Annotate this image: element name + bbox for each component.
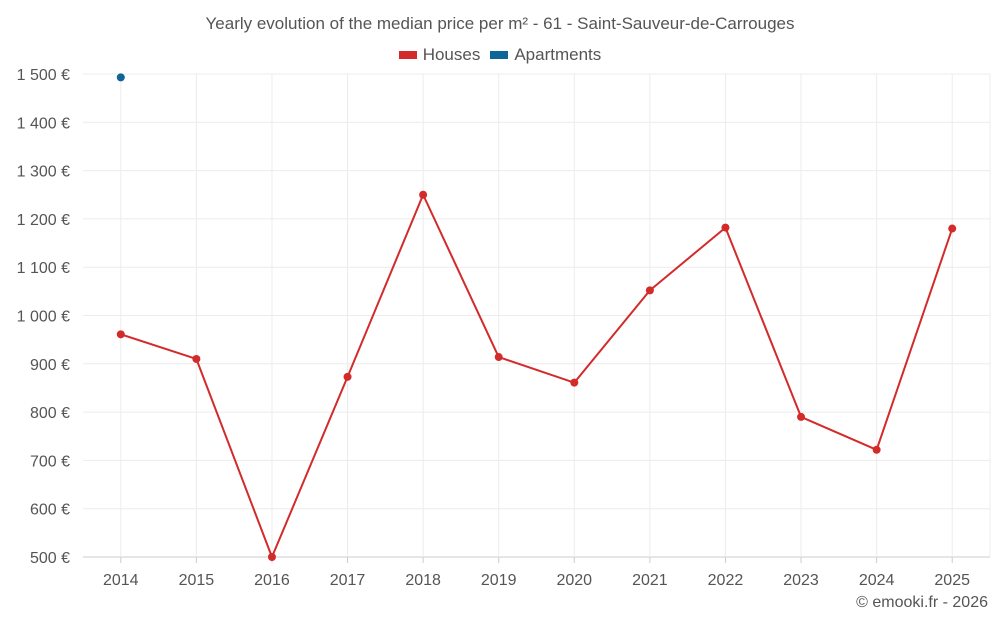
y-tick-label: 1 100 € xyxy=(17,260,70,277)
data-point-houses xyxy=(192,354,201,363)
data-point-houses xyxy=(872,445,881,454)
y-tick-label: 800 € xyxy=(30,405,70,422)
y-tick-label: 1 300 € xyxy=(17,164,70,181)
x-tick-label: 2025 xyxy=(934,572,970,589)
copyright-credit: © emooki.fr - 2026 xyxy=(856,594,988,611)
legend-item-houses[interactable]: Houses xyxy=(398,45,481,65)
data-point-houses xyxy=(116,330,125,339)
x-tick-label: 2021 xyxy=(632,572,668,589)
y-tick-label: 700 € xyxy=(30,453,70,470)
data-point-houses xyxy=(267,553,276,561)
data-point-houses xyxy=(948,224,957,233)
y-tick-label: 1 200 € xyxy=(17,212,70,229)
data-point-houses xyxy=(721,223,730,232)
legend-swatch-apartments xyxy=(490,51,509,59)
x-tick-label: 2015 xyxy=(179,572,215,589)
series-line-houses xyxy=(120,193,954,558)
data-point-houses xyxy=(570,378,579,387)
legend-item-apartments[interactable]: Apartments xyxy=(490,45,601,65)
y-tick-label: 900 € xyxy=(30,357,70,374)
legend-label-houses: Houses xyxy=(422,45,481,64)
x-tick-label: 2020 xyxy=(556,572,592,589)
x-tick-label: 2014 xyxy=(103,572,139,589)
data-point-houses xyxy=(645,286,654,295)
x-tick-label: 2024 xyxy=(859,572,895,589)
y-tick-label: 500 € xyxy=(30,550,70,567)
x-tick-label: 2016 xyxy=(254,572,290,589)
y-tick-label: 1 400 € xyxy=(17,115,70,132)
x-tick-label: 2018 xyxy=(405,572,441,589)
x-tick-label: 2019 xyxy=(481,572,517,589)
y-tick-label: 1 500 € xyxy=(17,67,70,84)
legend-swatch-houses xyxy=(398,51,417,59)
chart-title: Yearly evolution of the median price per… xyxy=(205,14,795,33)
data-point-houses xyxy=(494,353,503,362)
y-tick-label: 1 000 € xyxy=(17,309,70,326)
x-tick-label: 2022 xyxy=(708,572,744,589)
data-point-houses xyxy=(419,190,428,199)
chart-legend: Houses Apartments xyxy=(0,45,1000,65)
x-tick-label: 2023 xyxy=(783,572,819,589)
x-tick-label: 2017 xyxy=(330,572,366,589)
data-point-houses xyxy=(343,372,352,381)
y-tick-label: 600 € xyxy=(30,502,70,519)
data-point-apartments xyxy=(116,73,125,82)
data-point-houses xyxy=(797,412,806,421)
legend-label-apartments: Apartments xyxy=(514,45,602,64)
